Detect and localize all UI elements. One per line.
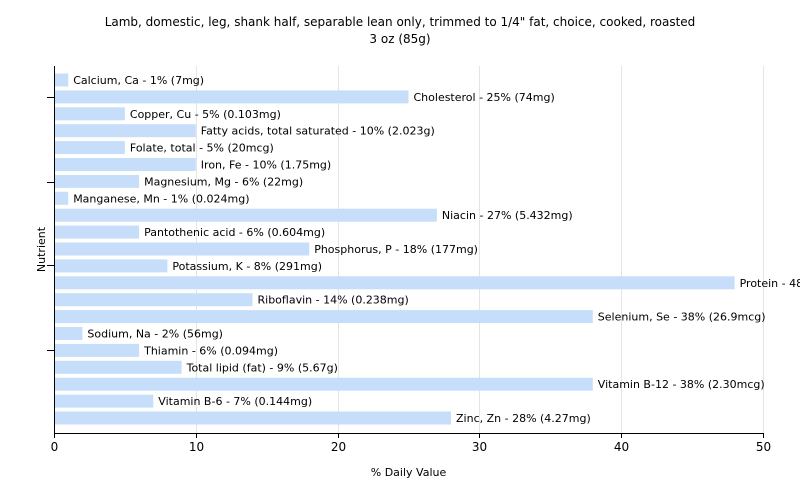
- bar-15: [55, 327, 83, 340]
- bar-label-10: Phosphorus, P - 18% (177mg): [314, 243, 478, 256]
- bar-5: [55, 158, 196, 171]
- bar-9: [55, 225, 140, 239]
- bar-14: [55, 310, 593, 324]
- x-tick-label-5: 50: [756, 440, 771, 454]
- bar-3: [55, 124, 196, 138]
- bar-label-19: Vitamin B-6 - 7% (0.144mg): [158, 395, 312, 408]
- bar-4: [55, 141, 125, 155]
- bar-label-6: Magnesium, Mg - 6% (22mg): [144, 175, 303, 188]
- bar-label-20: Zinc, Zn - 28% (4.27mg): [456, 412, 591, 425]
- bar-label-0: Calcium, Ca - 1% (7mg): [73, 74, 204, 87]
- chart-title: Lamb, domestic, leg, shank half, separab…: [104, 15, 696, 29]
- bar-17: [55, 360, 182, 374]
- bar-20: [55, 411, 451, 425]
- bar-label-3: Fatty acids, total saturated - 10% (2.02…: [201, 125, 435, 138]
- bar-label-8: Niacin - 27% (5.432mg): [442, 209, 573, 222]
- x-tick-label-4: 40: [614, 440, 629, 454]
- bar-12: [55, 276, 735, 290]
- bar-18: [55, 377, 593, 391]
- bar-1: [55, 90, 409, 104]
- bars: Calcium, Ca - 1% (7mg) Cholesterol - 25% …: [55, 73, 800, 425]
- bar-16: [55, 343, 140, 357]
- x-tick-label-2: 20: [331, 440, 346, 454]
- x-tick-label-0: 0: [51, 440, 59, 454]
- bar-2: [55, 107, 125, 121]
- bar-8: [55, 208, 437, 222]
- bar-label-12: Protein - 48% (23.94g): [740, 277, 800, 290]
- bar-label-18: Vitamin B-12 - 38% (2.30mcg): [598, 378, 765, 391]
- bar-13: [55, 293, 253, 307]
- bar-label-13: Riboflavin - 14% (0.238mg): [258, 294, 409, 307]
- bar-11: [55, 259, 168, 273]
- bar-label-16: Thiamin - 6% (0.094mg): [143, 344, 278, 357]
- bar-label-7: Manganese, Mn - 1% (0.024mg): [73, 192, 249, 205]
- bar-label-4: Folate, total - 5% (20mcg): [130, 142, 274, 155]
- x-tick-label-3: 30: [472, 440, 487, 454]
- x-tick-label-1: 10: [189, 440, 204, 454]
- bar-label-17: Total lipid (fat) - 9% (5.67g): [186, 361, 338, 374]
- bar-label-5: Iron, Fe - 10% (1.75mg): [201, 159, 331, 172]
- bar-label-11: Potassium, K - 8% (291mg): [172, 260, 322, 273]
- bar-10: [55, 242, 310, 256]
- bar-label-9: Pantothenic acid - 6% (0.604mg): [144, 226, 325, 239]
- bar-19: [55, 394, 154, 408]
- bar-label-1: Cholesterol - 25% (74mg): [414, 91, 555, 104]
- bar-label-15: Sodium, Na - 2% (56mg): [87, 328, 223, 341]
- bar-6: [55, 174, 140, 188]
- axes: 0 10 20 30 40 50: [47, 66, 771, 454]
- y-axis-title: Nutrient: [35, 226, 48, 272]
- bar-label-2: Copper, Cu - 5% (0.103mg): [130, 108, 281, 121]
- bar-0: [55, 73, 69, 87]
- x-axis-title: % Daily Value: [371, 466, 447, 479]
- bar-label-14: Selenium, Se - 38% (26.9mcg): [598, 311, 766, 324]
- chart-subtitle: 3 oz (85g): [369, 32, 431, 46]
- bar-7: [55, 191, 69, 205]
